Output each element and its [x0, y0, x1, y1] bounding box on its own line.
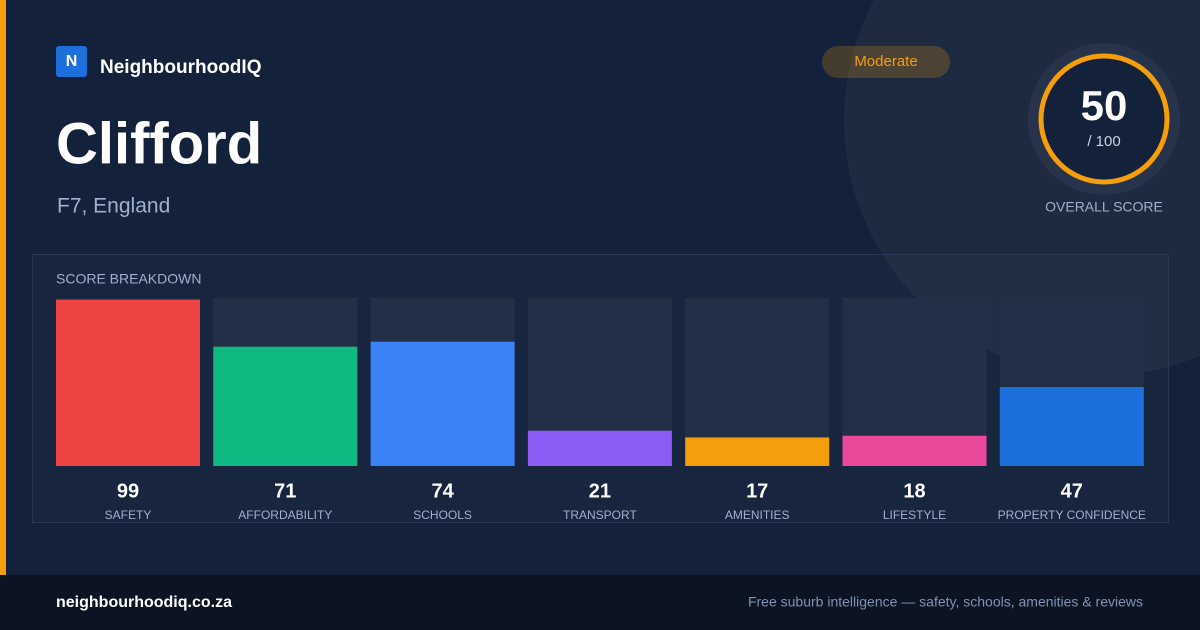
- bar: [999, 387, 1144, 466]
- bar-label: TRANSPORT: [563, 508, 637, 522]
- bar: [842, 435, 987, 466]
- badge: [822, 46, 950, 78]
- bar-label: PROPERTY CONFIDENCE: [998, 508, 1146, 522]
- score-ring: [1038, 53, 1170, 185]
- accent-stripe: [0, 0, 6, 575]
- footer-tagline: Free suburb intelligence — safety, schoo…: [748, 594, 1143, 610]
- bar-value: 17: [746, 480, 768, 502]
- bar: [527, 430, 672, 466]
- bar-value: 71: [274, 480, 296, 502]
- bar-label: AFFORDABILITY: [238, 508, 332, 522]
- footer-site: neighbourhoodiq.co.za: [56, 594, 232, 611]
- bar-value: 74: [431, 480, 454, 502]
- bar-label: SCHOOLS: [413, 508, 472, 522]
- bar: [685, 437, 830, 466]
- score-out-of: / 100: [1087, 133, 1120, 150]
- bar-label: AMENITIES: [725, 508, 790, 522]
- bar-value: 18: [903, 480, 925, 502]
- bar: [370, 341, 515, 466]
- bar-value: 47: [1061, 480, 1083, 502]
- badge-text: Moderate: [854, 53, 917, 70]
- place-location: F7, England: [57, 195, 170, 218]
- brand-name: NeighbourhoodIQ: [100, 57, 261, 78]
- breakdown-panel: [32, 254, 1169, 523]
- footer-bar: [0, 575, 1200, 630]
- bar: [213, 346, 358, 466]
- logo-box: [56, 46, 87, 77]
- bar-label: SAFETY: [105, 508, 152, 522]
- logo-letter: N: [66, 53, 78, 70]
- place-name: Clifford: [56, 111, 262, 176]
- score-value: 50: [1081, 82, 1128, 129]
- bar-label: LIFESTYLE: [883, 508, 946, 522]
- bar-value: 99: [117, 480, 139, 502]
- bar-value: 21: [589, 480, 611, 502]
- bar: [56, 299, 200, 466]
- breakdown-title: SCORE BREAKDOWN: [56, 271, 201, 287]
- score-label: OVERALL SCORE: [1045, 199, 1163, 215]
